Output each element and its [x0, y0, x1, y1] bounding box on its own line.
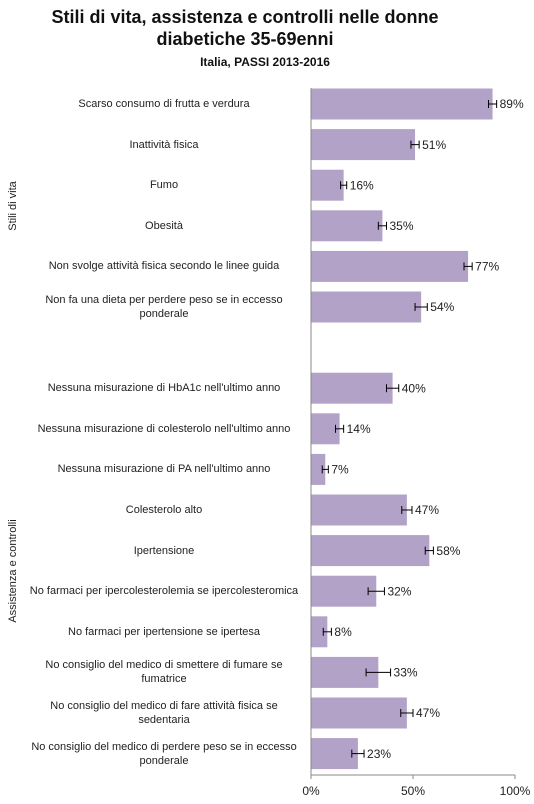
value-label: 8%: [334, 625, 352, 639]
value-label: 58%: [436, 544, 460, 558]
category-label: Ipertensione: [133, 544, 195, 557]
category-label: No farmaci per ipertensione se ipertesa: [68, 625, 260, 638]
category-label: No consiglio del medico di smettere di f…: [45, 659, 283, 686]
group-label: Assistenza e controlli: [7, 519, 19, 623]
category-label: Inattività fisica: [129, 138, 199, 151]
bar: [311, 535, 430, 567]
error-bar: [322, 627, 332, 636]
bar: [311, 575, 377, 607]
value-label: 47%: [416, 706, 440, 720]
value-label: 32%: [387, 584, 411, 598]
value-label: 16%: [350, 178, 374, 192]
x-tick-label: 100%: [500, 784, 531, 798]
bar: [311, 88, 493, 120]
category-label: Scarso consumo di frutta e verdura: [78, 98, 250, 110]
error-bar: [487, 100, 498, 108]
error-bar: [365, 668, 392, 677]
value-label: 23%: [367, 747, 391, 761]
x-tick-label: 0%: [302, 784, 320, 798]
error-bar: [385, 384, 400, 393]
value-label: 89%: [500, 97, 524, 111]
error-bar: [400, 709, 414, 717]
bar: [311, 291, 422, 323]
category-label: No consiglio del medico di fare attività…: [50, 700, 278, 726]
bar: [311, 250, 469, 282]
error-bar: [377, 221, 387, 230]
value-label: 47%: [415, 503, 439, 517]
error-bar: [334, 424, 345, 433]
value-label: 35%: [389, 219, 413, 233]
value-label: 77%: [475, 260, 499, 274]
category-label: No consiglio del medico di perdere peso …: [31, 740, 297, 767]
bar: [311, 372, 393, 404]
category-label: No farmaci per ipercolesterolemia se ipe…: [29, 585, 299, 598]
error-bar: [351, 749, 365, 758]
value-label: 14%: [347, 422, 371, 436]
value-label: 33%: [394, 666, 418, 680]
category-label: Fumo: [149, 179, 179, 192]
category-label: Nessuna misurazione di PA nell'ultimo an…: [57, 463, 271, 476]
value-label: 40%: [402, 381, 426, 395]
category-label: Colesterolo alto: [125, 504, 203, 516]
category-label: Non svolge attività fisica secondo le li…: [48, 260, 280, 273]
value-label: 51%: [422, 138, 446, 152]
bar: [311, 738, 358, 770]
error-bar: [321, 465, 329, 474]
bar: [311, 494, 407, 526]
bar: [311, 169, 344, 201]
group-label: Stili di vita: [7, 180, 19, 231]
category-label: Nessuna misurazione di colesterolo nell'…: [37, 422, 291, 435]
x-tick-label: 50%: [401, 784, 425, 798]
value-label: 54%: [430, 300, 454, 314]
chart-title: Stili di vita, assistenza e controlli ne…: [51, 7, 439, 49]
category-label: Nessuna misurazione di HbA1c nell'ultimo…: [47, 382, 281, 395]
category-label: Obesità: [145, 219, 183, 232]
error-bar: [401, 506, 413, 514]
bar: [311, 453, 326, 485]
error-bar: [414, 303, 428, 311]
bar: [311, 697, 407, 729]
bar: [311, 210, 383, 242]
error-bar: [463, 262, 473, 271]
chart-subtitle: Italia, PASSI 2013-2016: [200, 55, 330, 69]
error-bar: [410, 140, 420, 149]
bar: [311, 129, 416, 161]
error-bar: [424, 546, 434, 555]
error-bar: [367, 587, 385, 596]
bar: [311, 413, 340, 445]
bar: [311, 616, 328, 648]
category-label: Non fa una dieta per perdere peso se in …: [45, 294, 283, 320]
error-bar: [340, 181, 348, 190]
value-label: 7%: [331, 463, 349, 477]
